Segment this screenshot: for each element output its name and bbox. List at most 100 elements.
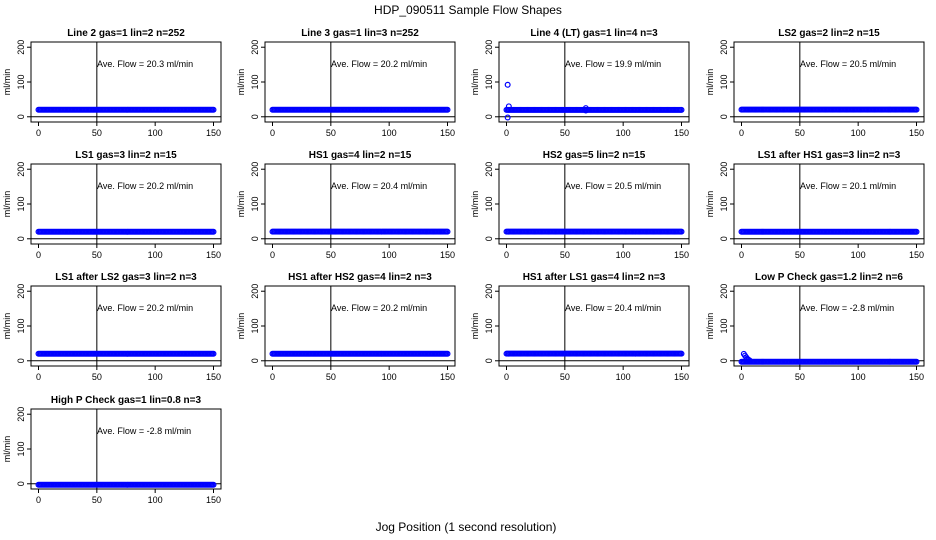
y-tick-label: 200 [250, 284, 260, 299]
data-points [35, 350, 217, 357]
plot-frame [30, 408, 222, 490]
avg-flow-annotation: Ave. Flow = 20.4 ml/min [331, 181, 427, 191]
y-axis-label: ml/min [236, 69, 246, 96]
x-tick-label: 50 [795, 128, 805, 138]
panel-9: LS1 after LS2 gas=3 lin=2 n=3 0 50 100 150 0 1… [2, 272, 222, 382]
x-tick-label: 100 [148, 250, 163, 260]
panel-8: LS1 after HS1 gas=3 lin=2 n=3 0 50 100 150 0 1… [705, 150, 925, 260]
x-tick-label: 150 [206, 250, 221, 260]
x-tick-label: 150 [206, 372, 221, 382]
avg-flow-annotation: Ave. Flow = 20.2 ml/min [97, 181, 193, 191]
y-tick-label: 100 [250, 318, 260, 333]
data-point [913, 106, 920, 113]
y-tick-label: 0 [484, 236, 494, 241]
x-tick-label: 50 [326, 128, 336, 138]
y-axis-label: ml/min [705, 69, 715, 96]
panel-3: Line 4 (LT) gas=1 lin=4 n=3 0 50 100 150 0 100… [470, 28, 690, 138]
x-tick-label: 100 [148, 128, 163, 138]
data-points [738, 106, 920, 113]
x-tick-label: 50 [560, 250, 570, 260]
data-points [503, 81, 685, 121]
x-tick-label: 100 [382, 250, 397, 260]
y-tick-label: 200 [16, 40, 26, 55]
x-tick-label: 0 [36, 372, 41, 382]
panel-10: HS1 after HS2 gas=4 lin=2 n=3 0 50 100 150 0 1… [236, 272, 456, 382]
x-tick-label: 0 [270, 250, 275, 260]
y-tick-label: 200 [250, 40, 260, 55]
x-tick-label: 50 [92, 495, 102, 505]
data-point-outlier [746, 357, 753, 364]
data-point [210, 106, 217, 113]
panel-4: LS2 gas=2 lin=2 n=15 0 50 100 150 0 100 200 ml/m… [705, 28, 925, 138]
y-tick-label: 0 [250, 358, 260, 363]
avg-flow-annotation: Ave. Flow = -2.8 ml/min [800, 303, 894, 313]
data-point [678, 350, 685, 357]
x-tick-label: 100 [616, 250, 631, 260]
data-point [678, 228, 685, 235]
avg-flow-annotation: Ave. Flow = 20.4 ml/min [565, 303, 661, 313]
x-tick-label: 150 [674, 128, 689, 138]
y-tick-label: 200 [16, 162, 26, 177]
panel-title: LS1 gas=3 lin=2 n=15 [75, 150, 177, 161]
avg-flow-annotation: Ave. Flow = 20.2 ml/min [97, 303, 193, 313]
x-tick-label: 100 [851, 372, 866, 382]
y-tick-label: 100 [719, 196, 729, 211]
y-tick-label: 100 [16, 441, 26, 456]
y-tick-label: 200 [719, 284, 729, 299]
y-tick-label: 100 [484, 74, 494, 89]
data-point [444, 228, 451, 235]
y-axis-label: ml/min [2, 191, 12, 218]
x-tick-label: 0 [270, 372, 275, 382]
x-tick-label: 50 [92, 250, 102, 260]
panel-11: HS1 after LS1 gas=4 lin=2 n=3 0 50 100 150 0 1… [470, 272, 690, 382]
x-tick-label: 0 [739, 250, 744, 260]
x-tick-label: 0 [739, 372, 744, 382]
panel-title: LS1 after HS1 gas=3 lin=2 n=3 [758, 150, 901, 161]
panel-5: LS1 gas=3 lin=2 n=15 0 50 100 150 0 100 200 ml/m… [2, 150, 222, 260]
x-tick-label: 50 [795, 250, 805, 260]
x-tick-label: 100 [851, 128, 866, 138]
x-tick-label: 100 [851, 250, 866, 260]
y-tick-label: 100 [16, 196, 26, 211]
panel-12: Low P Check gas=1.2 lin=2 n=6 0 50 100 150 0 1… [705, 272, 925, 382]
panel-2: Line 3 gas=1 lin=3 n=252 0 50 100 150 0 100 200… [236, 28, 456, 138]
y-tick-label: 200 [250, 162, 260, 177]
x-tick-label: 100 [148, 372, 163, 382]
data-points [738, 350, 920, 365]
panels-group: Line 2 gas=1 lin=2 n=252 0 50 100 150 0 100 200… [2, 28, 925, 505]
y-tick-label: 100 [484, 318, 494, 333]
panel-13: High P Check gas=1 lin=0.8 n=3 0 50 100 150 0… [2, 395, 222, 505]
y-axis-label: ml/min [470, 69, 480, 96]
data-point-outlier [582, 107, 589, 114]
y-tick-label: 0 [16, 481, 26, 486]
x-tick-label: 0 [36, 250, 41, 260]
x-tick-label: 150 [440, 128, 455, 138]
x-tick-label: 150 [440, 250, 455, 260]
y-tick-label: 0 [484, 358, 494, 363]
x-tick-label: 0 [36, 495, 41, 505]
y-axis-label: ml/min [2, 436, 12, 463]
y-axis-label: ml/min [2, 313, 12, 340]
data-point [913, 358, 920, 365]
y-tick-label: 0 [719, 114, 729, 119]
x-tick-label: 150 [674, 372, 689, 382]
data-point [210, 481, 217, 488]
data-point [210, 350, 217, 357]
y-tick-label: 0 [250, 236, 260, 241]
data-points [269, 106, 451, 113]
y-tick-label: 200 [484, 162, 494, 177]
x-tick-label: 150 [440, 372, 455, 382]
y-tick-label: 100 [16, 74, 26, 89]
avg-flow-annotation: Ave. Flow = 20.2 ml/min [331, 303, 427, 313]
data-point-outlier [504, 114, 511, 121]
y-tick-label: 0 [719, 358, 729, 363]
panel-title: Low P Check gas=1.2 lin=2 n=6 [755, 272, 903, 283]
x-tick-label: 100 [382, 372, 397, 382]
data-point-outlier [582, 105, 589, 112]
panel-title: HS1 after LS1 gas=4 lin=2 n=3 [523, 272, 666, 283]
y-tick-label: 0 [16, 236, 26, 241]
x-tick-label: 100 [382, 128, 397, 138]
y-axis-label: ml/min [236, 191, 246, 218]
data-point [913, 228, 920, 235]
